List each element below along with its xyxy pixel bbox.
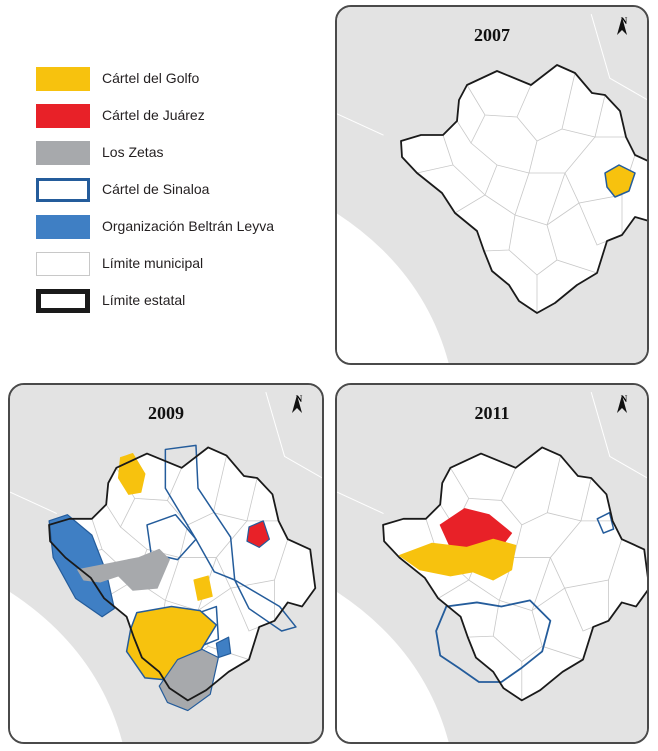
legend-label-beltran: Organización Beltrán Leyva: [102, 218, 274, 234]
legend-swatch-golfo: [36, 67, 90, 91]
state-boundary: [48, 446, 317, 702]
legend-item-beltran: Organización Beltrán Leyva: [34, 210, 324, 247]
legend-swatch-municipal: [36, 252, 90, 276]
neighbor-border-line: [10, 491, 58, 514]
legend-swatch-zetas: [36, 141, 90, 165]
pacific-coast: [337, 592, 449, 742]
region-cartel-sinaloa: [233, 579, 297, 632]
region-cartel-golfo: [193, 575, 213, 601]
map-year-2011: 2011: [474, 403, 510, 423]
map-legend: Cártel del Golfo Cártel de Juárez Los Ze…: [34, 62, 324, 321]
north-arrow-icon: N: [617, 394, 631, 413]
municipal-boundary: [466, 84, 532, 118]
region-los-zetas: [77, 548, 170, 591]
region-cartel-sinaloa: [435, 599, 552, 683]
state-area: [49, 447, 316, 701]
north-arrow-shape: [617, 17, 627, 35]
map-2011: [337, 385, 647, 742]
state-boundary: [400, 64, 647, 314]
map-year-2007: 2007: [474, 25, 510, 45]
north-label: N: [620, 16, 628, 26]
neighbor-border-line: [590, 392, 647, 479]
region-cartel-golfo: [398, 538, 517, 581]
municipal-boundary: [578, 202, 608, 246]
legend-item-golfo: Cártel del Golfo: [34, 62, 324, 99]
legend-label-sinaloa: Cártel de Sinaloa: [102, 181, 210, 197]
neighbor-border-line: [337, 491, 384, 514]
neighbor-border-line: [590, 13, 647, 100]
municipal-boundary: [450, 467, 517, 501]
north-arrow-icon: N: [292, 394, 306, 413]
state-area: [383, 447, 647, 701]
municipal-boundary: [467, 600, 500, 638]
legend-label-golfo: Cártel del Golfo: [102, 70, 200, 86]
north-arrow-shape: [617, 395, 627, 413]
pacific-coast: [10, 592, 123, 742]
municipal-boundary: [230, 588, 260, 632]
map-year-2009: 2009: [148, 403, 184, 423]
region-beltran-leyva: [215, 636, 232, 659]
legend-item-estatal: Límite estatal: [34, 284, 324, 321]
map-panel-2009: 2009 N: [8, 383, 324, 744]
neighbor-border-line: [337, 113, 384, 136]
region-los-zetas: [158, 648, 219, 712]
legend-label-estatal: Límite estatal: [102, 292, 186, 308]
legend-item-zetas: Los Zetas: [34, 136, 324, 173]
municipal-boundary: [564, 588, 594, 632]
map-2009: [10, 385, 322, 742]
municipal-boundary: [452, 164, 486, 196]
municipal-boundary: [215, 539, 289, 589]
region-cartel-sinaloa: [596, 511, 615, 534]
legend-label-municipal: Límite municipal: [102, 255, 204, 271]
legend-label-juarez: Cártel de Juárez: [102, 107, 205, 123]
municipal-boundary: [197, 587, 231, 611]
legend-label-zetas: Los Zetas: [102, 144, 164, 160]
map-panel-2007: 2007 N: [335, 5, 649, 365]
region-cartel-sinaloa: [146, 513, 197, 561]
map-2007: [337, 7, 647, 363]
north-label: N: [620, 394, 628, 404]
legend-swatch-sinaloa: [36, 178, 90, 202]
north-label: N: [295, 394, 303, 404]
municipal-boundary: [531, 610, 584, 660]
legend-item-municipal: Límite municipal: [34, 247, 324, 284]
neighbor-border-line: [265, 392, 322, 479]
legend-item-sinaloa: Cártel de Sinaloa: [34, 173, 324, 210]
region-beltran-leyva: [48, 514, 115, 618]
municipal-boundary: [501, 455, 561, 526]
state-boundary: [382, 446, 647, 702]
pacific-coast: [337, 213, 449, 363]
municipal-boundary: [516, 72, 576, 142]
north-arrow-shape: [292, 395, 302, 413]
municipal-boundary: [546, 202, 580, 226]
region-cartel-golfo: [604, 164, 636, 198]
municipal-boundary: [167, 455, 227, 526]
north-arrow-icon: N: [617, 16, 631, 35]
legend-swatch-beltran: [36, 215, 90, 239]
region-cartel-juarez: [246, 520, 270, 548]
legend-swatch-estatal: [36, 289, 90, 313]
municipal-boundary: [492, 635, 543, 663]
municipal-boundary: [470, 140, 538, 174]
municipal-boundary: [549, 539, 623, 589]
map-panel-2011: 2011 N: [335, 383, 649, 744]
legend-swatch-juarez: [36, 104, 90, 128]
legend-item-juarez: Cártel de Juárez: [34, 99, 324, 136]
